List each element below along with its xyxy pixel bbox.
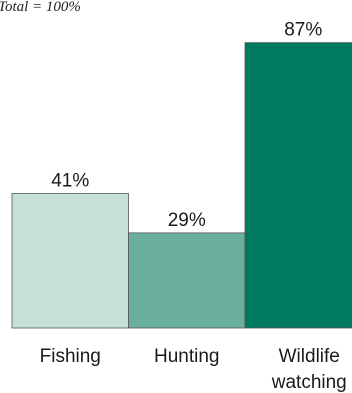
bar-fishing [11, 193, 129, 329]
category-labels-group: Fishing Hunting Wildlife watching [40, 346, 347, 393]
category-label-watching: watching [271, 372, 347, 393]
bar-wildlife-watching [244, 42, 352, 329]
value-label-wildlife-watching: 87% [284, 20, 322, 41]
bars-group [11, 42, 352, 329]
category-label-hunting: Hunting [154, 346, 220, 367]
bar-hunting [128, 232, 246, 329]
value-label-fishing: 41% [51, 171, 89, 192]
total-note: Total = 100% [0, 0, 81, 15]
category-label-wildlife: Wildlife [279, 346, 340, 367]
category-label-fishing: Fishing [40, 346, 101, 367]
value-label-hunting: 29% [168, 210, 206, 231]
value-labels-group: 41% 29% 87% [51, 20, 322, 231]
